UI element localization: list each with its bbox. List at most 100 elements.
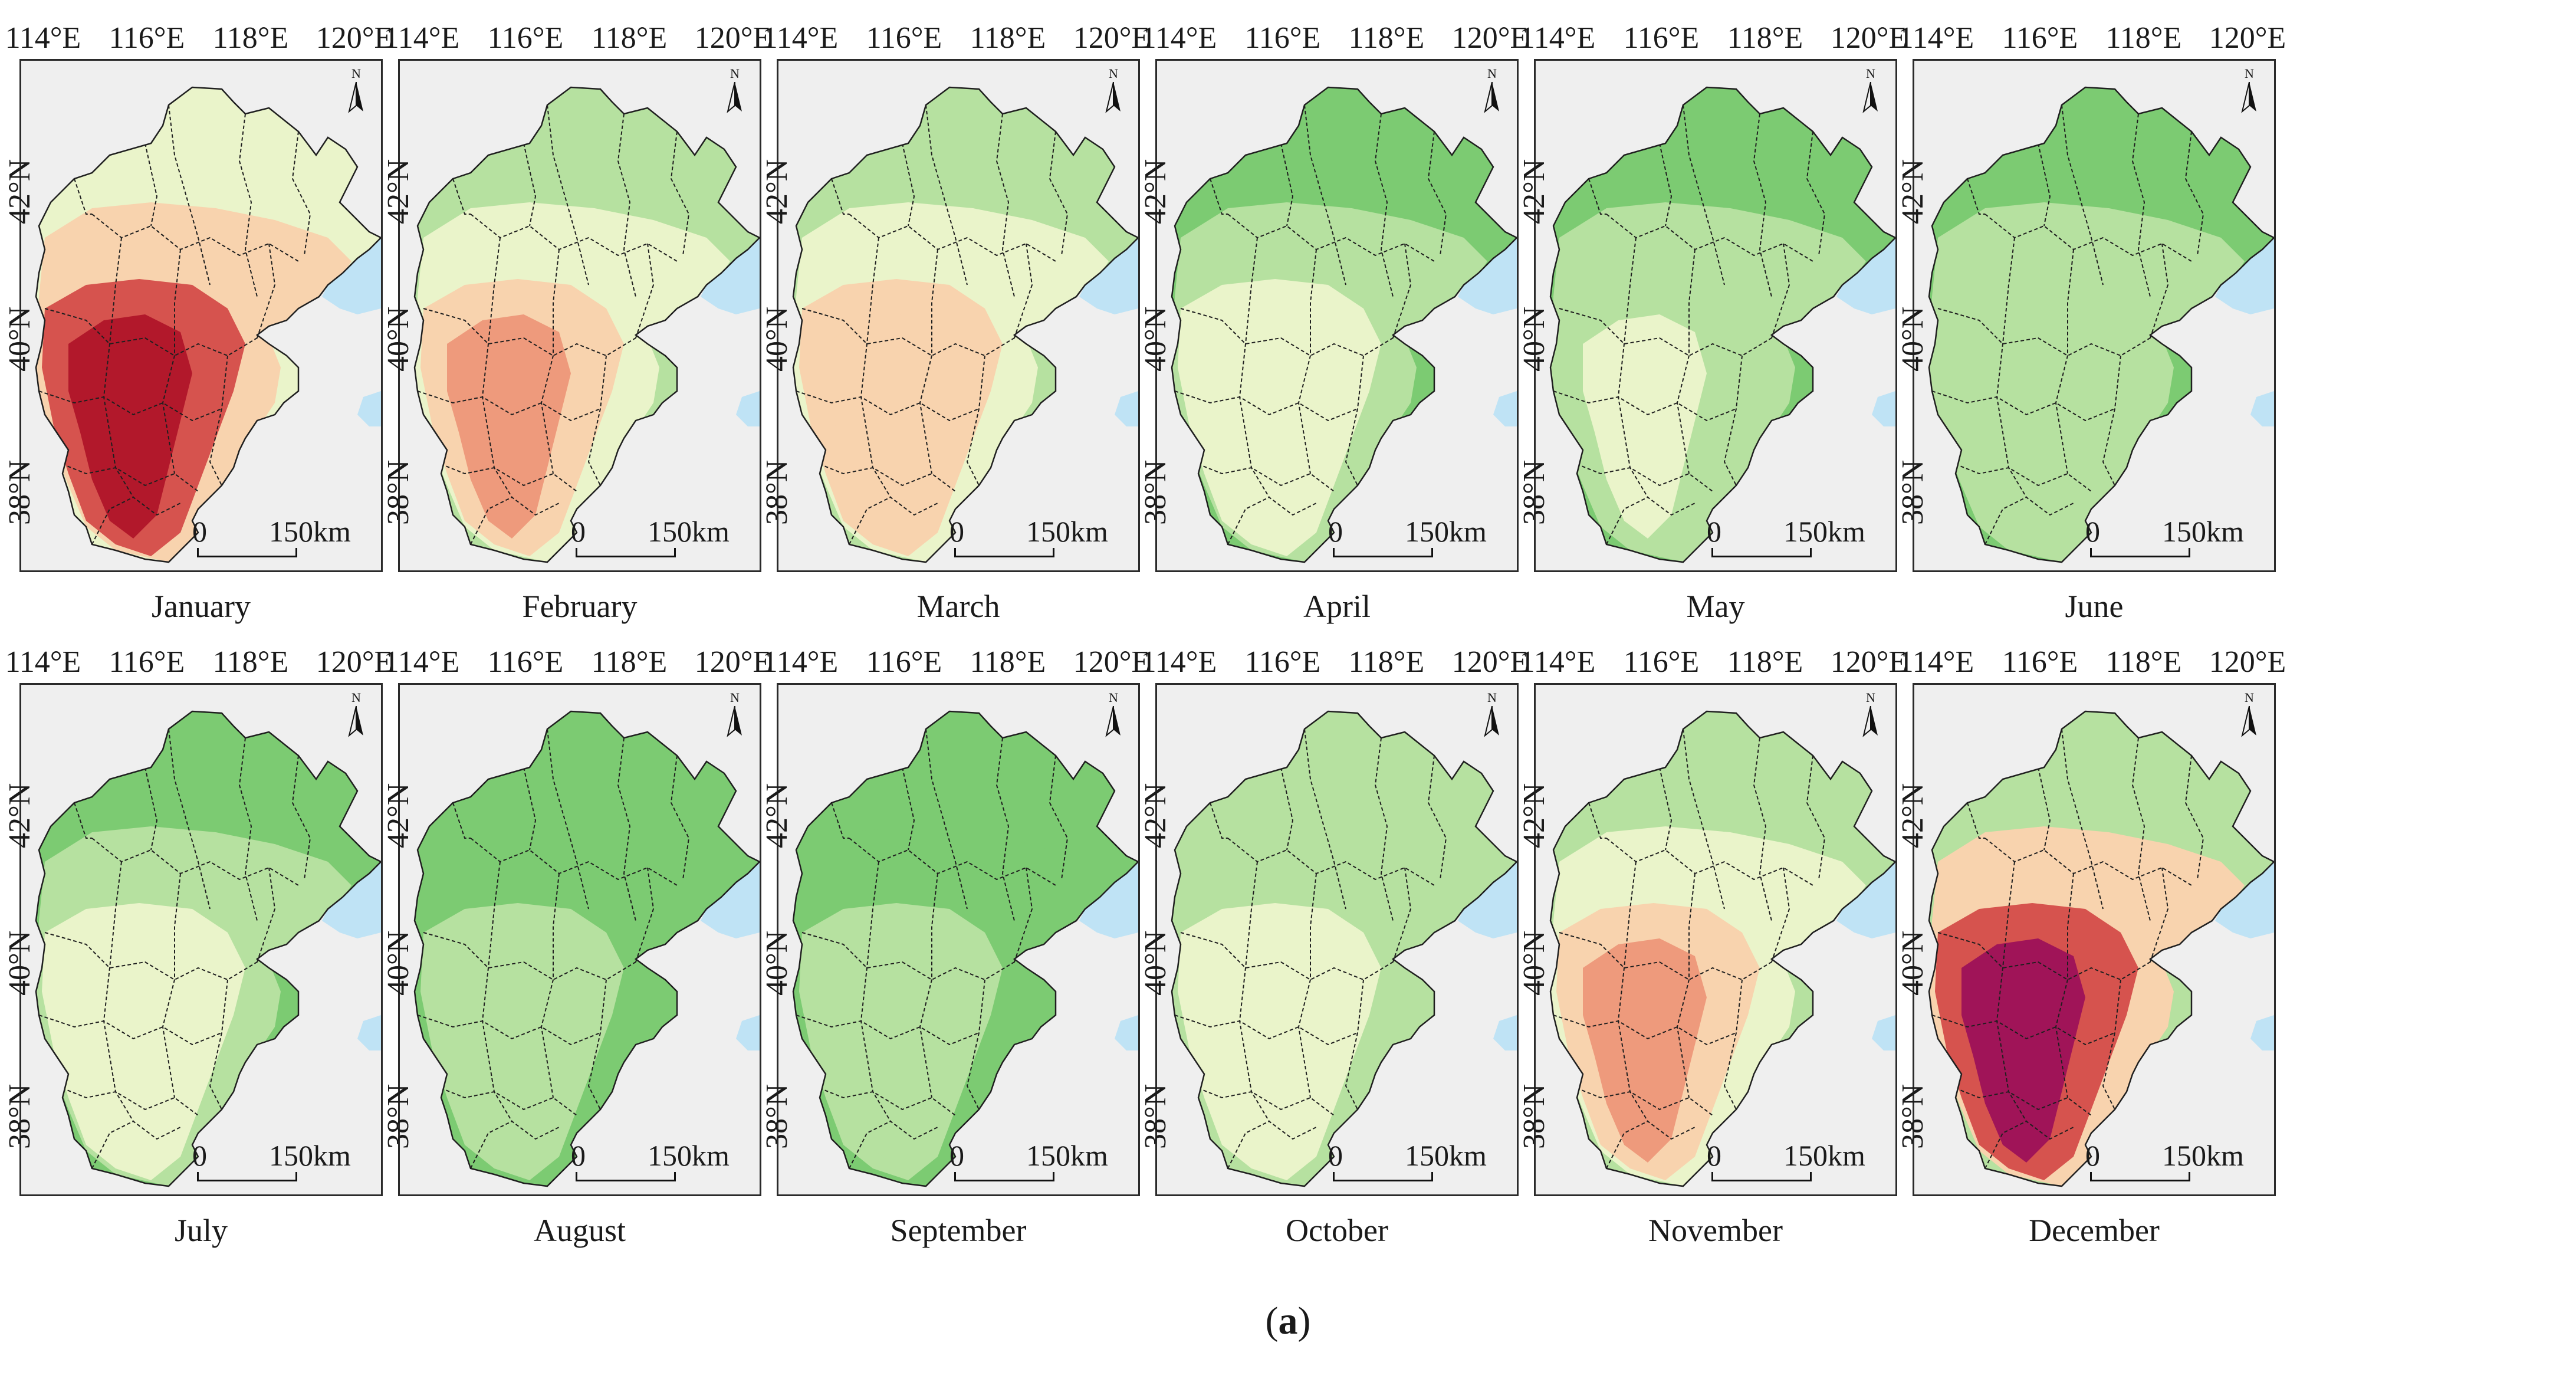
north-arrow-icon: N	[723, 67, 747, 120]
longitude-tick-label: 120°E	[1073, 21, 1151, 55]
county-boundary	[1280, 767, 1294, 851]
county-boundary	[2150, 867, 2169, 963]
latitude-tick-label: 40°N	[1139, 930, 1172, 996]
month-label: May	[1686, 589, 1745, 624]
longitude-tick-label: 116°E	[866, 645, 942, 679]
county-boundary	[831, 178, 849, 215]
scale-bar	[2090, 548, 2190, 557]
latitude-tick-label: 40°N	[382, 306, 415, 372]
scale-zero-label: 0	[1707, 515, 1721, 548]
bohai-sea	[1458, 838, 1517, 1050]
county-boundary	[1753, 737, 1772, 921]
county-boundary	[796, 1015, 980, 1046]
latitude-tick-label: 40°N	[3, 930, 37, 996]
region-outline	[1549, 86, 1895, 563]
region-map	[400, 61, 760, 570]
level-zone-3	[447, 938, 571, 1163]
county-boundary	[1606, 838, 1813, 886]
county-boundary	[1937, 308, 2151, 357]
latitude-tick-label: 42°N	[760, 159, 794, 224]
region-outline	[35, 710, 381, 1187]
scale-zero-label: 0	[1707, 1139, 1721, 1172]
north-symbol: N	[1109, 690, 1118, 705]
scale-distance-label: 150km	[1026, 515, 1108, 548]
county-boundary	[56, 1085, 199, 1116]
longitude-tick-label: 116°E	[1623, 21, 1700, 55]
longitude-tick-label: 120°E	[2209, 645, 2286, 679]
county-boundary	[1806, 755, 1826, 880]
county-boundary	[452, 802, 471, 839]
county-boundary	[1771, 867, 1790, 963]
county-boundary	[1014, 243, 1033, 339]
county-boundary	[91, 214, 299, 262]
longitude-tick-label: 114°E	[5, 645, 81, 679]
county-boundary	[670, 755, 690, 880]
map-frame: N 0 150km	[398, 683, 761, 1196]
north-arrow-icon: N	[2237, 67, 2261, 120]
longitude-tick-label: 114°E	[1519, 645, 1596, 679]
longitude-tick-label: 120°E	[1073, 645, 1151, 679]
north-symbol: N	[730, 690, 740, 705]
scale-bar	[197, 548, 297, 557]
county-boundary	[44, 308, 258, 357]
county-boundary	[1297, 249, 1317, 474]
longitude-tick-label: 114°E	[1141, 21, 1217, 55]
level-zone-3	[68, 938, 192, 1163]
map-frame: N 0 150km	[777, 683, 1140, 1196]
latitude-tick-label: 38°N	[3, 459, 37, 525]
scale-bar	[1711, 1172, 1812, 1181]
map-frame: N 0 150km	[1534, 59, 1897, 572]
county-boundary	[1238, 861, 1270, 1122]
county-boundary	[670, 131, 690, 256]
county-boundary	[481, 861, 512, 1122]
map-frame: N 0 150km	[1913, 683, 2276, 1196]
latitude-tick-label: 40°N	[760, 930, 794, 996]
county-boundary	[1967, 802, 1985, 839]
county-boundary	[435, 1085, 577, 1116]
county-boundary	[849, 838, 1056, 886]
north-symbol: N	[1866, 66, 1875, 81]
longitude-tick-label: 116°E	[1244, 21, 1321, 55]
county-boundary	[1392, 867, 1412, 963]
scale-bar	[954, 548, 1054, 557]
scale-distance-label: 150km	[1026, 1139, 1108, 1172]
region-outline	[792, 710, 1138, 1187]
map-frame: N 0 150km	[19, 59, 383, 572]
county-boundary	[1931, 1015, 2115, 1046]
scale-zero-label: 0	[192, 515, 207, 548]
region-map	[778, 685, 1138, 1194]
north-arrow-icon: N	[1480, 67, 1504, 120]
map-frame: N 0 150km	[1155, 683, 1519, 1196]
county-boundary	[1297, 873, 1317, 1098]
scale-zero-label: 0	[1328, 515, 1343, 548]
longitude-tick-label: 116°E	[487, 21, 564, 55]
longitude-tick-label: 118°E	[1727, 645, 1803, 679]
longitude-tick-label: 116°E	[2002, 21, 2078, 55]
county-boundary	[1937, 932, 2151, 981]
county-boundary	[238, 113, 258, 297]
scale-zero-label: 0	[1328, 1139, 1343, 1172]
region-map	[778, 61, 1138, 570]
latitude-tick-label: 40°N	[3, 306, 37, 372]
latitude-tick-label: 42°N	[382, 159, 415, 224]
county-boundary	[417, 1015, 601, 1046]
longitude-tick-label: 116°E	[1623, 645, 1700, 679]
level-zone-3	[68, 314, 192, 539]
county-boundary	[144, 767, 158, 851]
county-boundary	[1967, 178, 1985, 215]
county-boundary	[919, 249, 938, 474]
county-boundary	[162, 249, 181, 474]
region-outline	[792, 86, 1138, 563]
north-symbol: N	[2245, 66, 2254, 81]
scale-bar	[1711, 548, 1812, 557]
county-boundary	[1210, 802, 1228, 839]
latitude-tick-label: 42°N	[1517, 783, 1551, 848]
level-zone-3	[1961, 314, 2085, 539]
north-arrow-icon: N	[344, 691, 368, 744]
month-label: December	[2029, 1213, 2160, 1248]
county-boundary	[617, 737, 636, 921]
county-boundary	[1570, 461, 1713, 492]
scale-zero-label: 0	[949, 515, 964, 548]
county-boundary	[2038, 767, 2051, 851]
county-boundary	[587, 355, 607, 486]
